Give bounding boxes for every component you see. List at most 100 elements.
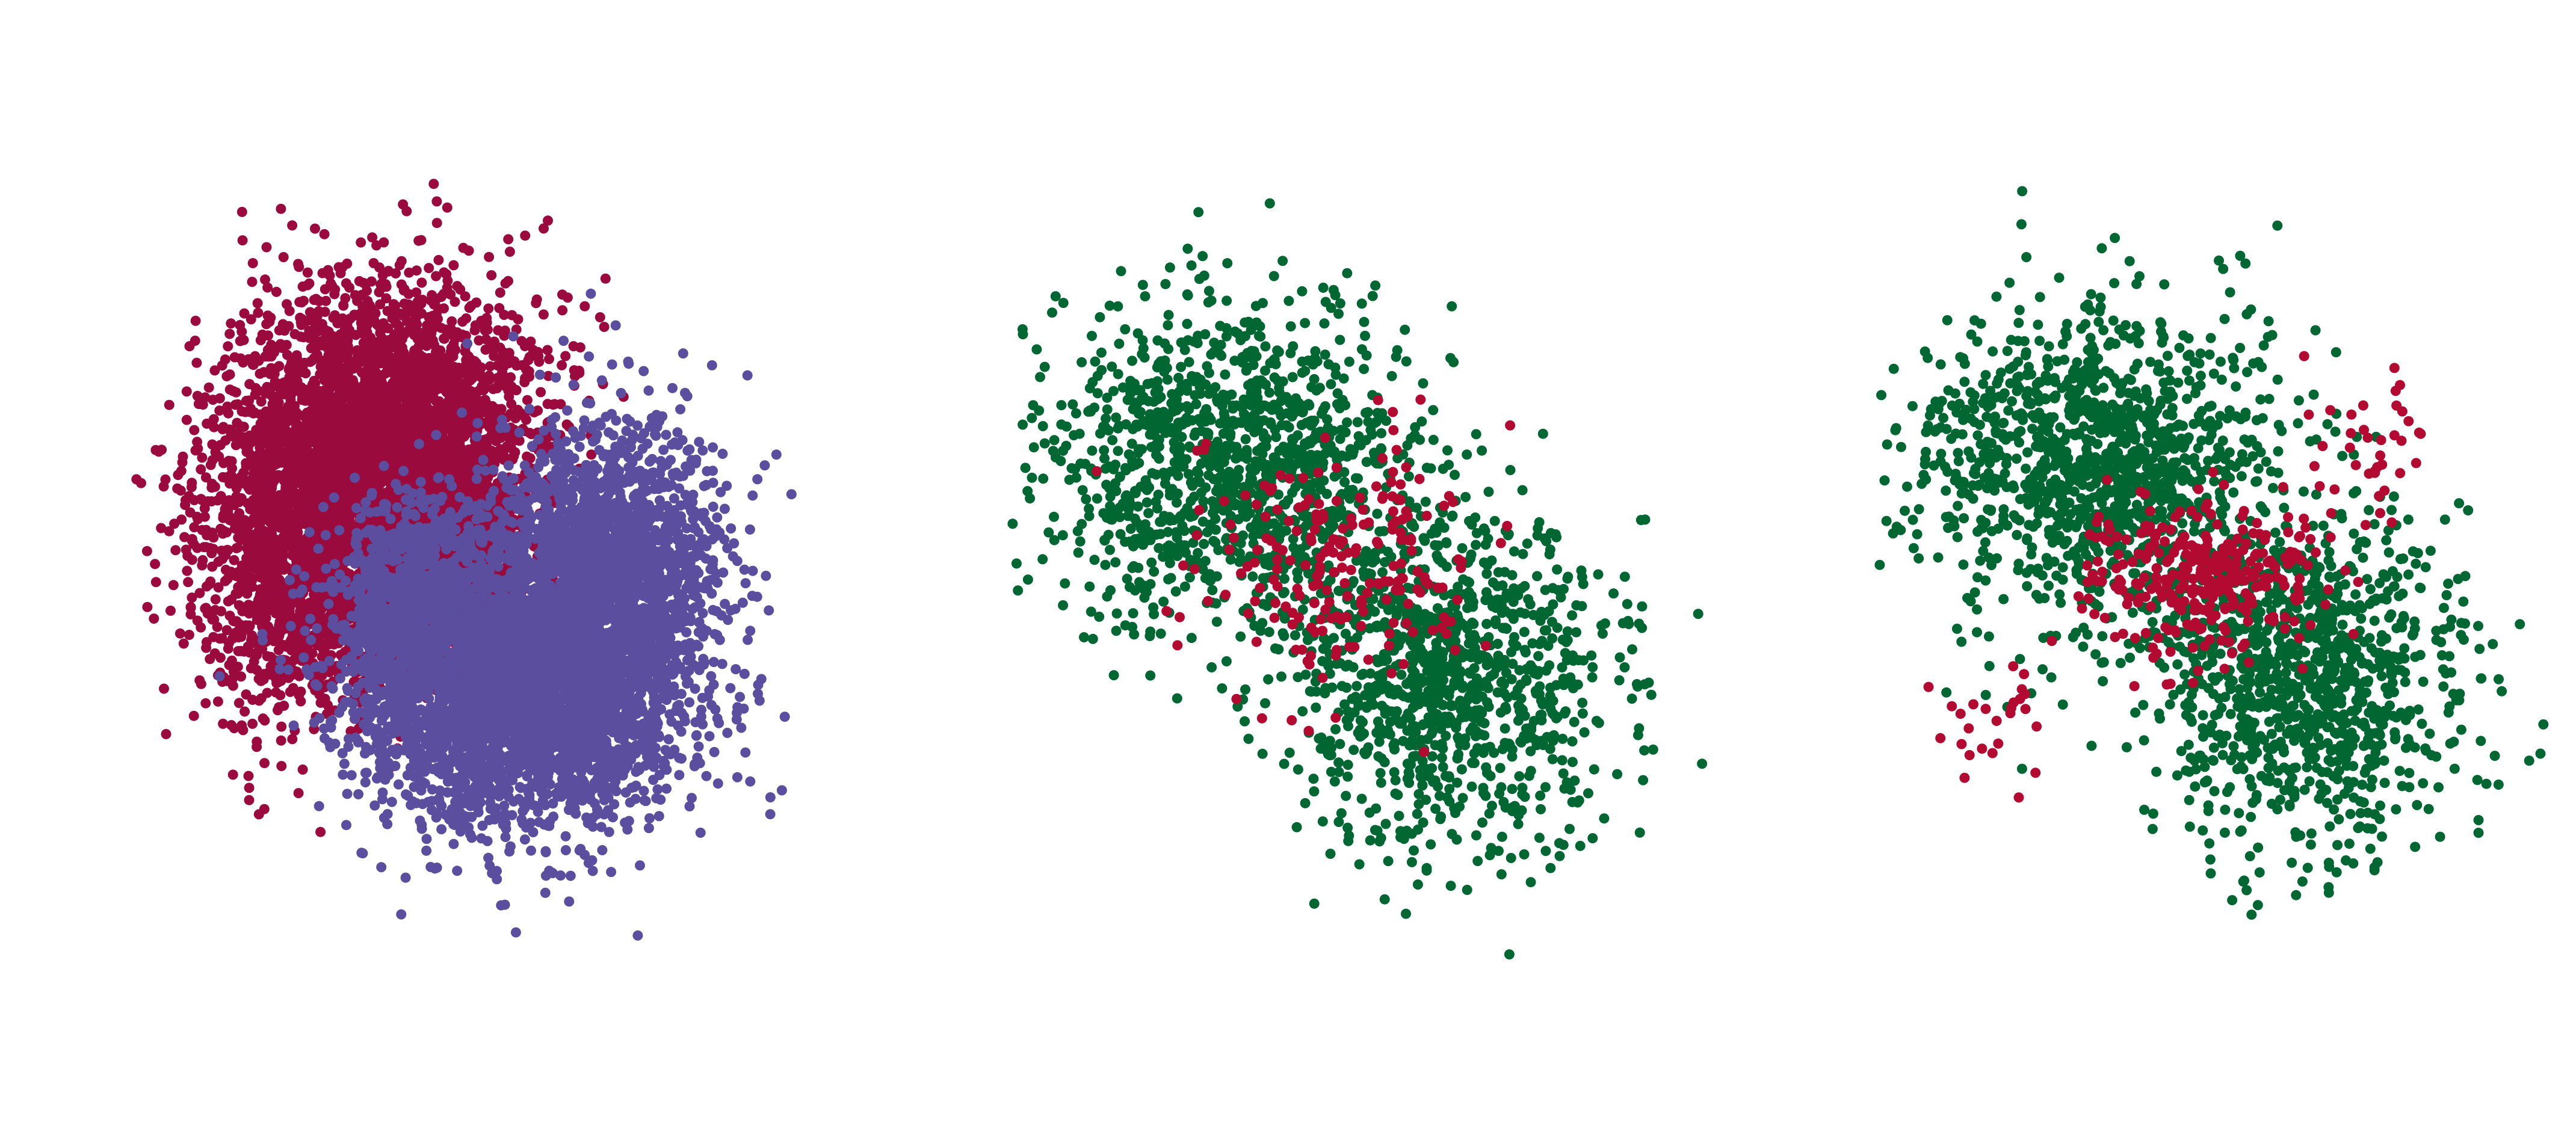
scatter-point — [189, 522, 200, 533]
scatter-point — [197, 399, 208, 410]
scatter-point — [354, 276, 365, 286]
scatter-point — [236, 406, 247, 417]
scatter-point — [169, 518, 180, 529]
scatter-point — [448, 260, 459, 271]
scatter-point — [244, 379, 255, 390]
scatter-point — [226, 318, 236, 329]
scatter-point — [330, 284, 341, 295]
scatter-point — [255, 584, 265, 595]
scatter-point — [223, 643, 233, 654]
scatter-point — [194, 675, 205, 686]
scatter-point — [452, 328, 463, 339]
scatter-point — [205, 543, 215, 553]
scatter-point — [229, 555, 239, 565]
scatter-point — [229, 500, 239, 511]
scatter-point — [378, 318, 389, 328]
scatter-point — [190, 315, 201, 326]
scatter-point — [214, 633, 225, 644]
scatter-point — [505, 372, 516, 383]
scatter-point — [178, 638, 189, 649]
scatter-point — [503, 275, 513, 286]
scatter-point — [560, 351, 571, 361]
scatter-point — [522, 451, 533, 462]
scatter-point — [207, 561, 218, 572]
scatter-point — [149, 613, 159, 624]
scatter-point — [205, 576, 216, 587]
scatter-point — [539, 223, 549, 234]
scatter-point — [293, 259, 303, 269]
scatter-point — [261, 242, 272, 253]
scatter-point — [207, 478, 217, 489]
scatter-point — [439, 442, 449, 453]
scatter-point — [396, 256, 407, 266]
scatter-point — [520, 230, 531, 241]
scatter-point — [295, 696, 306, 707]
scatter-point — [168, 580, 179, 591]
scatter-point — [196, 464, 206, 475]
scatter-point — [194, 588, 205, 598]
scatter-point — [464, 303, 475, 313]
scatter-point — [191, 357, 202, 368]
scatter-point — [261, 388, 271, 399]
scatter-point — [264, 316, 275, 327]
scatter-point — [288, 683, 298, 693]
scatter-point — [184, 630, 194, 640]
scatter-point — [233, 698, 244, 709]
scatter-point — [247, 277, 258, 288]
scatter-point — [600, 273, 611, 284]
scatter-point — [368, 258, 379, 268]
scatter-point — [262, 687, 273, 698]
scatter-point — [202, 530, 212, 541]
scatter-point — [217, 424, 228, 435]
scatter-point — [557, 360, 567, 371]
scatter-point — [271, 687, 282, 698]
scatter-point — [276, 735, 286, 746]
scatter-point — [190, 445, 201, 456]
scatter-point — [241, 689, 252, 700]
scatter-point — [276, 721, 287, 732]
scatter-point — [223, 341, 233, 352]
scatter-point — [192, 390, 203, 401]
scatter-point — [431, 218, 442, 229]
scatter-point — [282, 299, 292, 310]
scatter-point — [442, 202, 452, 213]
scatter-point — [156, 523, 167, 534]
scatter-point — [203, 382, 214, 393]
scatter-point — [208, 395, 218, 405]
scatter-point — [150, 559, 161, 570]
scatter-point — [431, 271, 442, 281]
scatter-point — [187, 592, 197, 603]
scatter-point — [258, 545, 268, 556]
scatter-point — [173, 470, 184, 481]
scatter-point — [320, 307, 330, 317]
scatter-point — [181, 414, 192, 425]
scatter-point — [503, 234, 514, 245]
scatter-point — [232, 543, 243, 553]
scatter-point — [307, 342, 318, 352]
scatter-point — [356, 290, 367, 300]
scatter-point — [367, 232, 378, 243]
scatter-point — [205, 654, 215, 665]
scatter-point — [416, 277, 427, 288]
scatter-point — [221, 371, 232, 381]
scatter-point — [485, 361, 495, 372]
scatter-point — [235, 601, 246, 612]
scatter-point — [175, 485, 186, 496]
scatter-point — [287, 220, 298, 231]
scatter-point — [491, 342, 501, 353]
scatter-point — [296, 470, 307, 481]
scatter-point — [416, 235, 427, 245]
scatter-point — [319, 229, 330, 239]
scatter-point — [315, 420, 326, 431]
scatter-point — [595, 312, 605, 322]
scatter-point — [297, 764, 308, 775]
scatter-point — [522, 395, 533, 405]
scatter-point — [218, 718, 229, 729]
scatter-point — [536, 387, 546, 398]
scatter-point — [136, 478, 146, 488]
scatter-point — [183, 577, 194, 588]
scatter-point — [579, 301, 590, 312]
scatter-point — [232, 417, 242, 428]
scatter-point — [599, 322, 610, 332]
scatter-point — [244, 795, 255, 805]
